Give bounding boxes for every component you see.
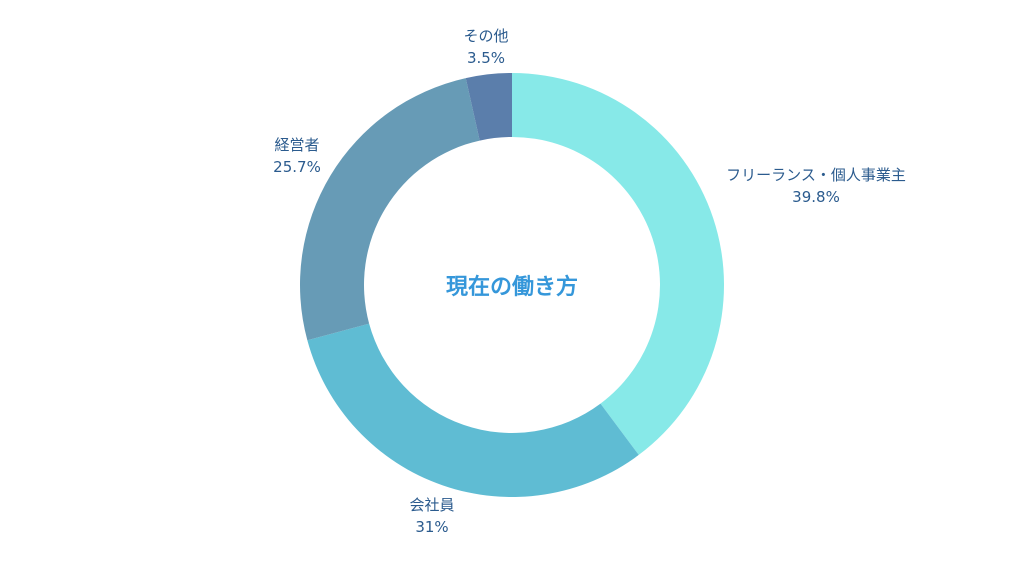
slice-label-value: 25.7% (273, 158, 321, 176)
slice-label-text: 経営者 (274, 136, 320, 154)
slice-label-value: 39.8% (792, 188, 840, 206)
slice-label-employee: 会社員 31% (409, 494, 454, 538)
donut-slice-0 (512, 73, 725, 455)
slice-label-value: 3.5% (466, 49, 506, 67)
slice-label-text: フリーランス・個人事業主 (726, 166, 906, 184)
donut-slice-3 (465, 73, 512, 141)
slice-label-executive: 経営者 25.7% (273, 134, 321, 178)
chart-title: 現在の働き方 (445, 275, 579, 300)
slice-label-freelance: フリーランス・個人事業主 39.8% (726, 164, 906, 208)
donut-slice-1 (307, 323, 639, 498)
slice-label-value: 31% (415, 518, 449, 536)
slice-label-other: その他 3.5% (463, 25, 508, 69)
slice-label-text: その他 (463, 27, 509, 45)
slice-label-text: 会社員 (409, 496, 455, 514)
donut-slice-2 (299, 78, 480, 341)
